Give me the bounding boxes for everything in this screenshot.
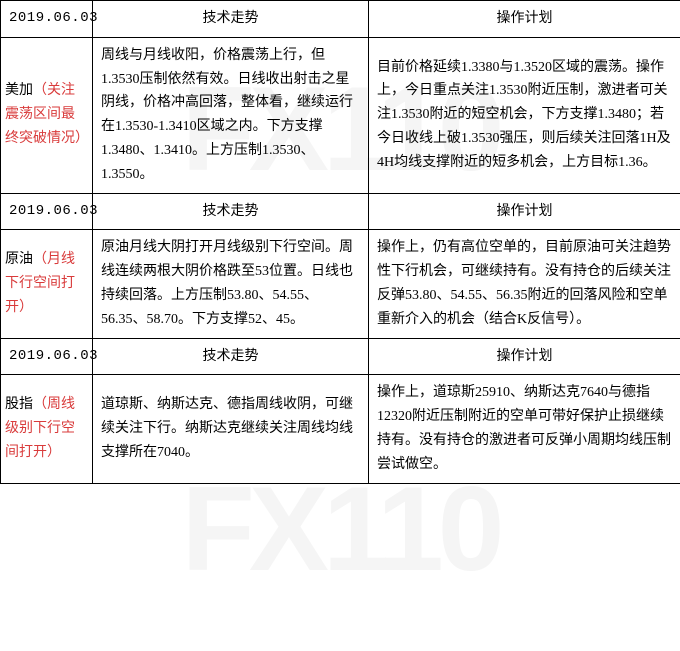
plan-cell: 目前价格延续1.3380与1.3520区域的震荡。操作上，今日重点关注1.353…	[369, 37, 680, 193]
section-date: 2019.06.03	[1, 1, 93, 38]
column-header-plan: 操作计划	[369, 1, 680, 38]
column-header-trend: 技术走势	[93, 338, 369, 375]
instrument-cell: 美加（关注震荡区间最终突破情况）	[1, 37, 93, 193]
plan-cell: 操作上，仍有高位空单的，目前原油可关注趋势性下行机会，可继续持有。没有持仓的后续…	[369, 230, 680, 338]
analysis-table: 2019.06.03 技术走势 操作计划 美加（关注震荡区间最终突破情况） 周线…	[0, 0, 680, 484]
instrument-cell: 股指（周线级别下行空间打开）	[1, 375, 93, 483]
trend-cell: 原油月线大阴打开月线级别下行空间。周线连续两根大阴价格跌至53位置。日线也持续回…	[93, 230, 369, 338]
trend-cell: 道琼斯、纳斯达克、德指周线收阴，可继续关注下行。纳斯达克继续关注周线均线支撑所在…	[93, 375, 369, 483]
section-date: 2019.06.03	[1, 338, 93, 375]
column-header-trend: 技术走势	[93, 1, 369, 38]
trend-cell: 周线与月线收阳，价格震荡上行，但1.3530压制依然有效。日线收出射击之星阴线，…	[93, 37, 369, 193]
plan-cell: 操作上，道琼斯25910、纳斯达克7640与德指12320附近压制附近的空单可带…	[369, 375, 680, 483]
instrument-name: 原油	[5, 252, 33, 267]
instrument-name: 美加	[5, 83, 33, 98]
instrument-cell: 原油（月线下行空间打开）	[1, 230, 93, 338]
column-header-plan: 操作计划	[369, 338, 680, 375]
section-date: 2019.06.03	[1, 193, 93, 230]
column-header-plan: 操作计划	[369, 193, 680, 230]
instrument-name: 股指	[5, 397, 33, 412]
column-header-trend: 技术走势	[93, 193, 369, 230]
